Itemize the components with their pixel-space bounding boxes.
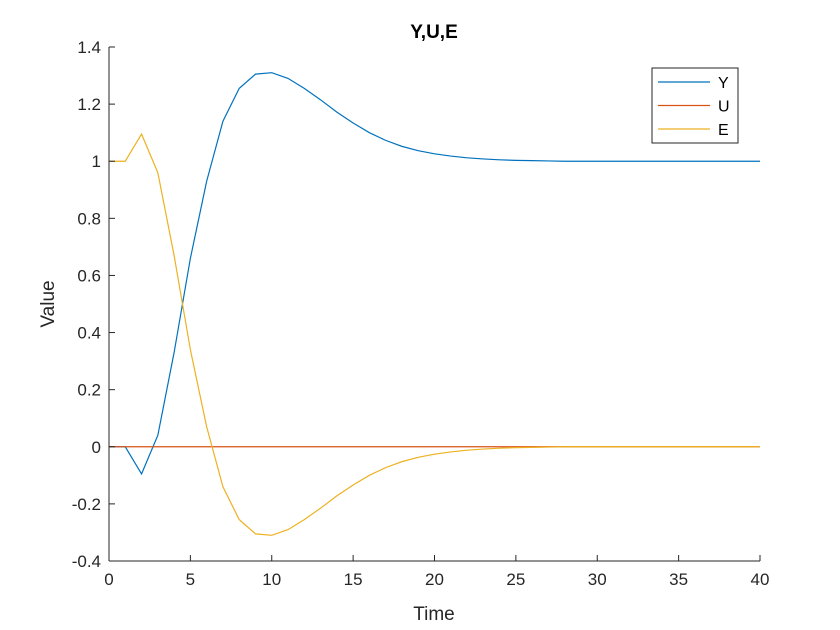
y-tick-label: -0.2 [72,495,101,514]
series-line-e [109,132,760,536]
y-tick-label: -0.4 [72,552,101,571]
legend-label-e: E [718,122,729,139]
y-tick-label: 0.8 [77,209,101,228]
y-tick-label: 1 [92,152,101,171]
x-tick-label: 30 [588,570,607,589]
chart-title: Y,U,E [410,22,458,43]
x-tick-label: 0 [104,570,113,589]
x-tick-label: 40 [751,570,770,589]
y-tick-label: 1.2 [77,95,101,114]
axes: 0 5 10 15 20 25 30 35 40 -0.4 -0.2 0 0.2 0.4 0.6 0.8 1 1.… [72,38,770,589]
x-tick-label: 35 [669,570,688,589]
y-tick-label: 0 [92,438,101,457]
x-tick-label: 10 [262,570,281,589]
y-tick-label: 0.6 [77,266,101,285]
y-tick-label: 0.4 [77,324,101,343]
plot-area [109,72,760,536]
legend-label-y: Y [718,75,729,92]
legend: YUE [651,67,739,144]
x-tick-label: 15 [344,570,363,589]
y-tick-label: 0.2 [77,381,101,400]
series-line-y [109,72,760,476]
x-axis-title: Time [413,604,455,625]
legend-label-u: U [718,99,730,116]
x-tick-label: 25 [506,570,525,589]
y-tick-label: 1.4 [77,38,101,57]
x-tick-label: 5 [186,570,195,589]
y-axis-title: Value [38,280,59,327]
x-tick-label: 20 [425,570,444,589]
